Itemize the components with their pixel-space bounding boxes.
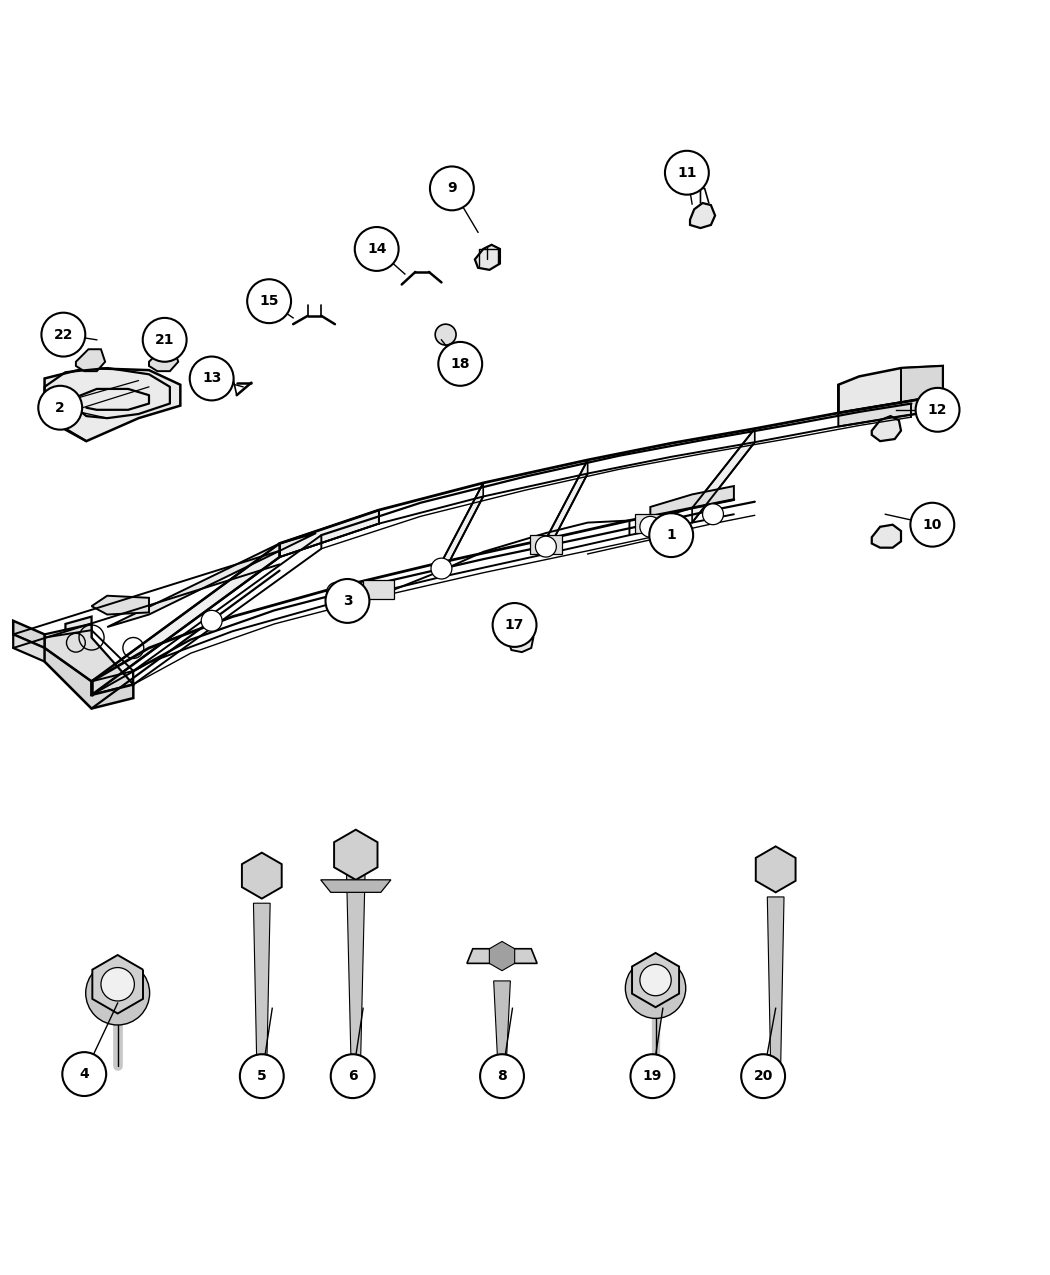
Circle shape (630, 1054, 674, 1098)
Polygon shape (92, 955, 143, 1014)
Polygon shape (44, 623, 133, 695)
Polygon shape (107, 533, 316, 627)
Text: 1: 1 (667, 528, 676, 542)
Circle shape (435, 324, 456, 346)
Polygon shape (650, 486, 734, 520)
Polygon shape (508, 631, 533, 652)
Polygon shape (530, 536, 562, 553)
Polygon shape (253, 903, 270, 1066)
Polygon shape (838, 366, 943, 413)
Polygon shape (632, 952, 679, 1007)
Circle shape (536, 537, 556, 557)
Polygon shape (634, 514, 666, 533)
Circle shape (331, 1054, 375, 1098)
Circle shape (639, 516, 660, 537)
Circle shape (143, 317, 187, 362)
Polygon shape (363, 580, 395, 599)
Polygon shape (901, 366, 943, 403)
Polygon shape (149, 349, 179, 371)
Text: 15: 15 (259, 295, 279, 309)
Polygon shape (546, 460, 588, 553)
Polygon shape (65, 617, 91, 695)
Polygon shape (467, 949, 538, 964)
Polygon shape (76, 349, 105, 371)
Text: 3: 3 (342, 594, 352, 608)
Circle shape (702, 504, 723, 525)
Polygon shape (690, 203, 715, 228)
Circle shape (38, 386, 82, 430)
Polygon shape (279, 510, 379, 557)
Text: 17: 17 (505, 618, 524, 632)
Polygon shape (14, 635, 91, 709)
Text: 8: 8 (497, 1070, 507, 1084)
Polygon shape (441, 483, 483, 576)
Circle shape (430, 558, 452, 579)
Text: 12: 12 (928, 403, 947, 417)
Polygon shape (494, 980, 510, 1066)
Circle shape (741, 1054, 785, 1098)
Polygon shape (242, 853, 281, 899)
Polygon shape (91, 543, 279, 695)
Circle shape (41, 312, 85, 357)
Text: 21: 21 (155, 333, 174, 347)
Circle shape (202, 611, 223, 631)
Text: 19: 19 (643, 1070, 663, 1084)
Circle shape (639, 964, 671, 996)
Polygon shape (872, 416, 901, 441)
Polygon shape (756, 847, 796, 892)
Circle shape (480, 1054, 524, 1098)
Polygon shape (44, 368, 181, 441)
Circle shape (910, 502, 954, 547)
Text: 10: 10 (923, 518, 942, 532)
Polygon shape (334, 830, 378, 880)
Polygon shape (475, 245, 500, 270)
Text: 13: 13 (202, 371, 222, 385)
Circle shape (239, 1054, 284, 1098)
Text: 9: 9 (447, 181, 457, 195)
Text: 2: 2 (56, 400, 65, 414)
Text: 18: 18 (450, 357, 470, 371)
Circle shape (492, 603, 537, 646)
Polygon shape (346, 867, 365, 1066)
Polygon shape (489, 941, 514, 970)
Circle shape (86, 961, 150, 1025)
Polygon shape (320, 880, 391, 892)
Polygon shape (14, 621, 44, 648)
Circle shape (429, 167, 474, 210)
Text: 5: 5 (257, 1070, 267, 1084)
Circle shape (649, 514, 693, 557)
Polygon shape (768, 896, 784, 1066)
Circle shape (190, 357, 233, 400)
Circle shape (355, 227, 399, 270)
Text: 20: 20 (754, 1070, 773, 1084)
Circle shape (247, 279, 291, 323)
Circle shape (326, 579, 370, 623)
Circle shape (916, 388, 960, 432)
Text: 22: 22 (54, 328, 74, 342)
Polygon shape (838, 395, 943, 427)
Circle shape (626, 958, 686, 1019)
Polygon shape (692, 428, 755, 523)
Polygon shape (872, 525, 901, 548)
Circle shape (665, 150, 709, 195)
Text: 14: 14 (366, 242, 386, 256)
Circle shape (438, 342, 482, 386)
Text: 11: 11 (677, 166, 696, 180)
Circle shape (62, 1052, 106, 1096)
Circle shape (327, 583, 348, 603)
Circle shape (101, 968, 134, 1001)
Polygon shape (91, 595, 149, 615)
Text: 6: 6 (348, 1070, 357, 1084)
Polygon shape (44, 648, 133, 709)
Text: 4: 4 (80, 1067, 89, 1081)
